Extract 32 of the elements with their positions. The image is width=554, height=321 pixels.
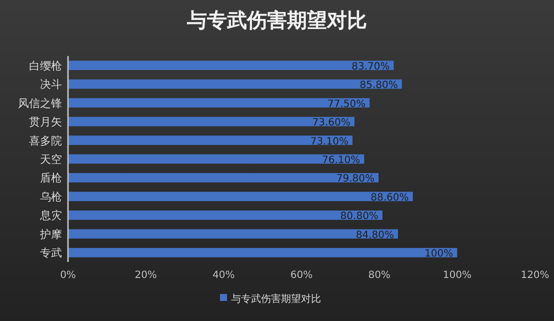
legend-label: 与专武伤害期望对比: [231, 293, 321, 305]
y-tick-label: 息灾: [39, 209, 62, 222]
data-label: 73.10%: [310, 136, 348, 148]
y-tick-label: 护摩: [39, 228, 62, 241]
data-label: 80.80%: [340, 211, 378, 222]
data-label: 83.70%: [352, 61, 390, 72]
data-label: 100%: [424, 248, 454, 260]
x-tick-label: 100%: [442, 270, 472, 281]
y-tick-label: 专武: [40, 246, 62, 260]
data-label: 79.80%: [336, 174, 375, 185]
x-tick-label: 20%: [134, 270, 157, 281]
data-label: 76.10%: [322, 155, 360, 166]
data-label: 85.80%: [360, 80, 398, 92]
data-label: 77.50%: [327, 98, 366, 110]
y-tick-label: 决斗: [40, 78, 62, 92]
x-tick-label: 60%: [290, 270, 313, 281]
y-tick-label: 贯月矢: [29, 116, 62, 129]
data-label: 84.80%: [356, 230, 394, 241]
data-label: 88.60%: [370, 192, 409, 204]
y-tick-label: 喜多院: [29, 134, 62, 148]
y-tick-label: 盾枪: [40, 172, 62, 185]
y-tick-label: 白缨枪: [29, 59, 62, 72]
chart-title: 与专武伤害期望对比: [186, 8, 367, 32]
legend: 与专武伤害期望对比: [220, 294, 321, 305]
data-label: 73.60%: [312, 118, 350, 129]
x-tick-label: 80%: [368, 270, 390, 281]
x-tick-label: 40%: [212, 270, 235, 281]
x-tick-label: 120%: [520, 270, 550, 281]
y-tick-label: 乌枪: [40, 190, 62, 204]
y-tick-label: 天空: [40, 153, 62, 166]
y-tick-label: 风信之锋: [18, 96, 62, 110]
x-tick-label: 0%: [60, 270, 76, 281]
